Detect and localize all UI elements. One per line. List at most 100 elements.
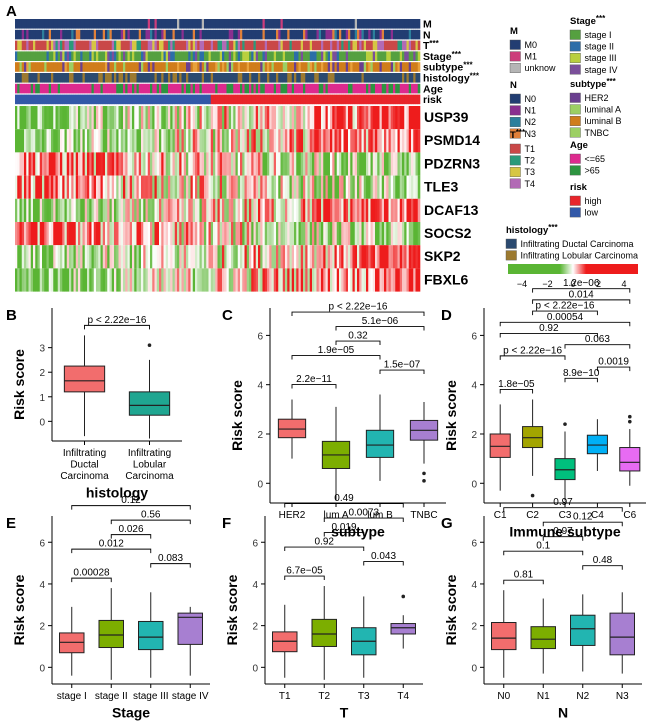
annotation-cell — [316, 40, 320, 51]
annotation-cell — [354, 73, 358, 83]
heatmap-cell — [62, 245, 65, 269]
heatmap-cell — [111, 106, 115, 130]
heatmap-cell — [46, 175, 50, 199]
annotation-cell — [253, 62, 257, 72]
heatmap-cell — [240, 198, 243, 222]
heatmap-cell — [366, 245, 369, 269]
annotation-cell — [417, 40, 421, 51]
annotation-cell — [224, 83, 227, 94]
heatmap-cell — [303, 106, 306, 130]
annotation-cell — [62, 29, 65, 40]
annotation-cell — [66, 83, 70, 94]
heatmap-cell — [264, 129, 268, 153]
heatmap-cell — [213, 152, 216, 176]
annotation-cell — [318, 40, 322, 51]
annotation-cell — [125, 83, 128, 94]
annotation-cell — [125, 62, 128, 72]
annotation-cell — [186, 73, 189, 83]
annotation-cell — [251, 83, 254, 94]
panel-a-legend: MM0M1unknowNN0N1N2N3T***T1T2T3T4Stage***… — [505, 14, 638, 289]
annotation-cell — [384, 19, 387, 29]
annotation-cell — [314, 62, 317, 72]
heatmap-cell — [231, 222, 234, 246]
annotation-cell — [118, 73, 122, 83]
heatmap-cell — [226, 198, 230, 222]
annotation-cell — [136, 94, 140, 105]
heatmap-cell — [325, 268, 329, 292]
annotation-cell — [269, 83, 272, 94]
heatmap-cell — [17, 245, 20, 269]
annotation-cell — [314, 29, 317, 40]
heatmap-cell — [334, 175, 338, 199]
p-value-label: p < 2.22e−16 — [329, 302, 388, 313]
annotation-cell — [321, 73, 324, 83]
annotation-cell — [334, 29, 338, 40]
heatmap-cell — [267, 106, 270, 130]
heatmap-cell — [242, 268, 245, 292]
heatmap-cell — [269, 245, 272, 269]
annotation-cell — [363, 94, 367, 105]
annotation-cell — [39, 83, 43, 94]
annotation-cell — [384, 83, 387, 94]
annotation-cell — [316, 51, 320, 61]
heatmap-cell — [87, 245, 90, 269]
heatmap-cell — [78, 106, 81, 130]
heatmap-cell — [278, 129, 281, 153]
heatmap-cell — [402, 198, 405, 222]
annotation-cell — [298, 94, 302, 105]
annotation-cell — [305, 62, 308, 72]
annotation-cell — [66, 40, 70, 51]
annotation-cell — [143, 83, 146, 94]
annotation-cell — [66, 51, 70, 61]
annotation-cell — [415, 51, 419, 61]
heatmap-cell — [19, 245, 23, 269]
annotation-cell — [114, 94, 117, 105]
annotation-cell — [255, 29, 259, 40]
annotation-cell — [334, 83, 338, 94]
annotation-cell — [228, 83, 232, 94]
heatmap-cell — [71, 245, 74, 269]
annotation-cell — [280, 83, 284, 94]
annotation-cell — [24, 29, 27, 40]
heatmap-cell — [197, 106, 200, 130]
x-tick-label: N2 — [576, 691, 589, 702]
heatmap-cell — [78, 175, 81, 199]
heatmap-cell — [309, 152, 313, 176]
heatmap-cell — [109, 198, 113, 222]
annotation-cell — [93, 51, 97, 61]
annotation-cell — [197, 62, 200, 72]
heatmap-cell — [73, 245, 77, 269]
heatmap-cell — [215, 106, 218, 130]
heatmap-cell — [372, 152, 376, 176]
annotation-cell — [17, 94, 20, 105]
annotation-cell — [260, 62, 263, 72]
heatmap-cell — [357, 245, 360, 269]
heatmap-cell — [336, 268, 340, 292]
bracket-line — [150, 563, 191, 568]
heatmap-cell — [62, 175, 65, 199]
annotation-cell — [233, 19, 236, 29]
bracket-line — [363, 561, 404, 566]
y-axis-label: Risk score — [11, 574, 27, 645]
annotation-cell — [55, 29, 59, 40]
annotation-cell — [390, 73, 394, 83]
annotation-cell — [21, 29, 25, 40]
comparison-bracket: 0.012 — [71, 539, 152, 554]
heatmap-cell — [96, 198, 99, 222]
legend-label: N0 — [525, 94, 537, 104]
heatmap-cell — [228, 129, 232, 153]
heatmap-cell — [327, 245, 331, 269]
heatmap-cell — [125, 175, 128, 199]
annotation-cell — [397, 73, 401, 83]
bracket-line — [542, 536, 584, 541]
annotation-cell — [26, 83, 29, 94]
annotation-cell — [69, 73, 72, 83]
heatmap-cell — [82, 175, 86, 199]
heatmap-cell — [69, 152, 72, 176]
annotation-cell — [213, 29, 216, 40]
annotation-cell — [51, 29, 54, 40]
annotation-cell — [46, 73, 50, 83]
heatmap-cell — [224, 222, 227, 246]
annotation-cell — [271, 83, 275, 94]
heatmap-cell — [273, 106, 277, 130]
